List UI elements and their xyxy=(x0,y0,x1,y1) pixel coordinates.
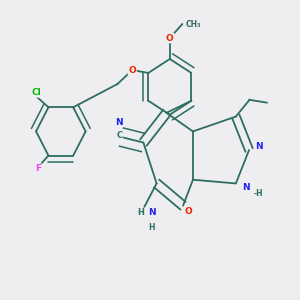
Text: CH₃: CH₃ xyxy=(185,20,201,28)
Text: Cl: Cl xyxy=(31,88,41,97)
Text: H: H xyxy=(137,208,144,217)
Text: O: O xyxy=(128,66,136,75)
Text: -H: -H xyxy=(254,189,264,198)
Text: N: N xyxy=(242,183,250,192)
Text: C: C xyxy=(116,130,122,140)
Text: N: N xyxy=(115,118,122,127)
Text: H: H xyxy=(148,223,155,232)
Text: F: F xyxy=(35,164,42,173)
Text: N: N xyxy=(255,142,263,151)
Text: O: O xyxy=(184,207,192,216)
Text: N: N xyxy=(148,208,155,217)
Text: O: O xyxy=(166,34,174,43)
